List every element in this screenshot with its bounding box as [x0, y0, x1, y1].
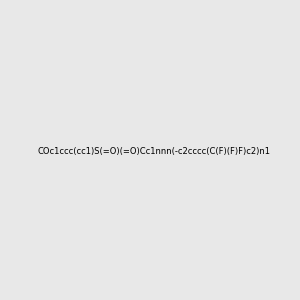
Text: COc1ccc(cc1)S(=O)(=O)Cc1nnn(-c2cccc(C(F)(F)F)c2)n1: COc1ccc(cc1)S(=O)(=O)Cc1nnn(-c2cccc(C(F)…	[37, 147, 270, 156]
